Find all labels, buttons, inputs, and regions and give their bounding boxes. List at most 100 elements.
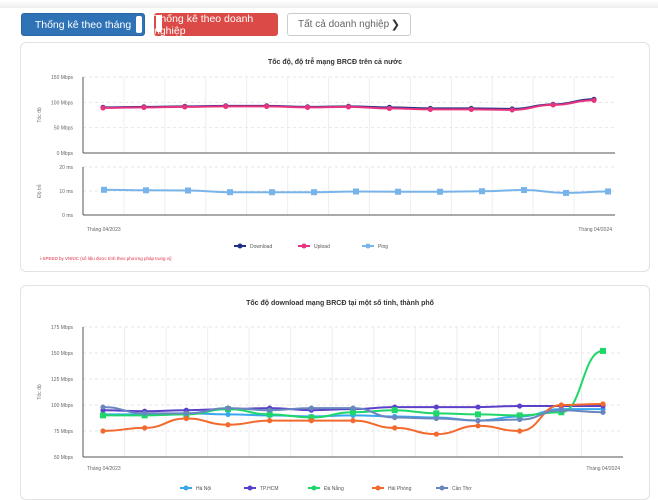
data-point — [509, 107, 515, 113]
data-point — [185, 187, 191, 194]
chart-title: Tốc độ, độ trễ mạng BRCĐ trên cả nước — [268, 57, 402, 66]
data-point — [143, 187, 149, 194]
data-point — [392, 414, 398, 421]
y-tick-label: 50 Mbps — [54, 455, 74, 461]
data-point — [308, 414, 315, 421]
data-point — [101, 186, 107, 193]
data-point — [558, 407, 564, 413]
data-point — [517, 403, 523, 409]
y-tick-label: 10 ms — [59, 189, 73, 195]
data-point — [182, 104, 188, 110]
data-point — [142, 425, 148, 431]
data-point — [433, 410, 440, 417]
legend-marker — [183, 485, 189, 491]
data-point — [100, 404, 106, 410]
data-point — [468, 106, 474, 113]
y-tick-label: 175 Mbps — [51, 325, 73, 331]
x-tick-label: Tháng 04/2023 — [87, 227, 121, 233]
top-bar — [0, 0, 658, 8]
legend-marker — [301, 243, 307, 249]
data-point — [479, 188, 485, 195]
y-tick-label: 100 Mbps — [51, 403, 73, 409]
data-point — [350, 405, 356, 411]
data-point — [475, 418, 481, 424]
data-point — [563, 189, 569, 196]
legend-marker — [247, 485, 253, 491]
data-point — [433, 404, 439, 410]
legend-marker — [375, 485, 381, 491]
data-point — [350, 409, 356, 416]
monthly-stats-button[interactable]: Thống kê theo tháng — [21, 13, 145, 36]
legend-marker — [311, 485, 317, 491]
data-point — [225, 405, 231, 411]
enterprise-select[interactable]: Tất cả doanh nghiệp ❯ — [287, 13, 411, 36]
data-point — [386, 105, 393, 112]
data-point — [264, 103, 270, 109]
data-point — [267, 407, 273, 413]
y-tick-label: 150 Mbps — [51, 351, 73, 357]
data-point — [392, 425, 398, 431]
data-point — [433, 415, 439, 422]
chevron-down-icon: ❯ — [390, 19, 400, 31]
enterprise-stats-button[interactable]: Thống kê theo doanh nghiệp — [154, 13, 278, 37]
data-point — [550, 102, 556, 108]
legend-label: Download — [250, 244, 272, 250]
data-point — [345, 104, 352, 110]
y-tick-label: 0 ms — [62, 213, 73, 219]
data-point — [308, 405, 314, 411]
data-point — [391, 407, 398, 414]
y-tick-label: 75 Mbps — [54, 429, 74, 435]
legend-label: Hà Nội — [196, 486, 211, 492]
data-point — [100, 412, 106, 419]
data-point — [395, 188, 401, 195]
y-tick-label: 150 Mbps — [51, 75, 73, 81]
legend-label: Cần Thơ — [452, 486, 472, 492]
data-point — [225, 411, 231, 417]
data-point — [142, 410, 148, 416]
data-point — [267, 418, 273, 424]
data-point — [600, 409, 606, 415]
national-chart-card — [20, 42, 650, 272]
legend-label: Upload — [314, 244, 330, 250]
y-axis-label: Tốc độ — [37, 384, 43, 400]
data-point — [266, 411, 273, 418]
data-point — [600, 347, 606, 354]
legend-label: Ping — [378, 244, 388, 250]
legend-label: Đà Nẵng — [324, 485, 344, 492]
data-point — [350, 418, 356, 424]
data-point — [517, 428, 523, 434]
data-point — [100, 428, 106, 434]
data-point — [304, 104, 311, 110]
data-point — [558, 402, 564, 408]
chart-title: Tốc độ download mạng BRCĐ tại một số tỉn… — [246, 299, 435, 307]
legend-marker — [365, 243, 371, 249]
data-point — [227, 189, 233, 196]
data-point — [521, 187, 527, 194]
data-point — [433, 431, 439, 437]
legend-marker — [237, 243, 243, 249]
data-point — [427, 106, 433, 113]
data-point — [183, 415, 189, 422]
y-tick-label: 20 ms — [59, 165, 73, 171]
data-point — [311, 189, 317, 196]
y-tick-label: 0 Mbps — [57, 151, 74, 157]
y-axis-label: Độ trễ — [36, 184, 43, 198]
data-point — [517, 416, 523, 423]
data-point — [308, 418, 314, 424]
data-point — [591, 97, 597, 103]
data-point — [600, 401, 606, 407]
data-point — [475, 404, 481, 410]
toggle-knob — [136, 16, 142, 33]
data-point — [516, 412, 523, 419]
data-point — [269, 189, 275, 196]
x-tick-label: Tháng 04/2023 — [87, 466, 121, 472]
y-tick-label: 100 Mbps — [51, 100, 73, 106]
y-tick-label: 50 Mbps — [54, 126, 74, 132]
data-point — [605, 188, 611, 195]
y-axis-label: Tốc độ — [37, 107, 43, 123]
data-point — [225, 422, 231, 428]
source-note: i-SPEED by VNNIC (số liệu được tính theo… — [40, 256, 172, 261]
data-point — [437, 188, 443, 195]
data-point — [475, 423, 481, 429]
